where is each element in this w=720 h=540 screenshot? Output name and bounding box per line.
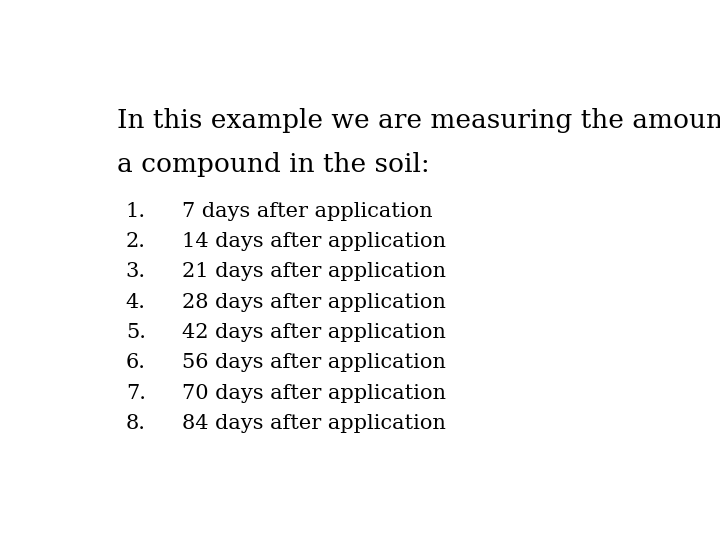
Text: 70 days after application: 70 days after application <box>182 384 446 403</box>
Text: 1.: 1. <box>126 201 145 221</box>
Text: 3.: 3. <box>126 262 145 281</box>
Text: 42 days after application: 42 days after application <box>182 323 446 342</box>
Text: 28 days after application: 28 days after application <box>182 293 446 312</box>
Text: 21 days after application: 21 days after application <box>182 262 446 281</box>
Text: 5.: 5. <box>126 323 145 342</box>
Text: 6.: 6. <box>126 353 145 373</box>
Text: 7 days after application: 7 days after application <box>182 201 433 221</box>
Text: 2.: 2. <box>126 232 145 251</box>
Text: 56 days after application: 56 days after application <box>182 353 446 373</box>
Text: 8.: 8. <box>126 414 145 433</box>
Text: a compound in the soil:: a compound in the soil: <box>117 152 430 177</box>
Text: 7.: 7. <box>126 384 145 403</box>
Text: 14 days after application: 14 days after application <box>182 232 446 251</box>
Text: 84 days after application: 84 days after application <box>182 414 446 433</box>
Text: In this example we are measuring the amount of: In this example we are measuring the amo… <box>117 109 720 133</box>
Text: 4.: 4. <box>126 293 145 312</box>
